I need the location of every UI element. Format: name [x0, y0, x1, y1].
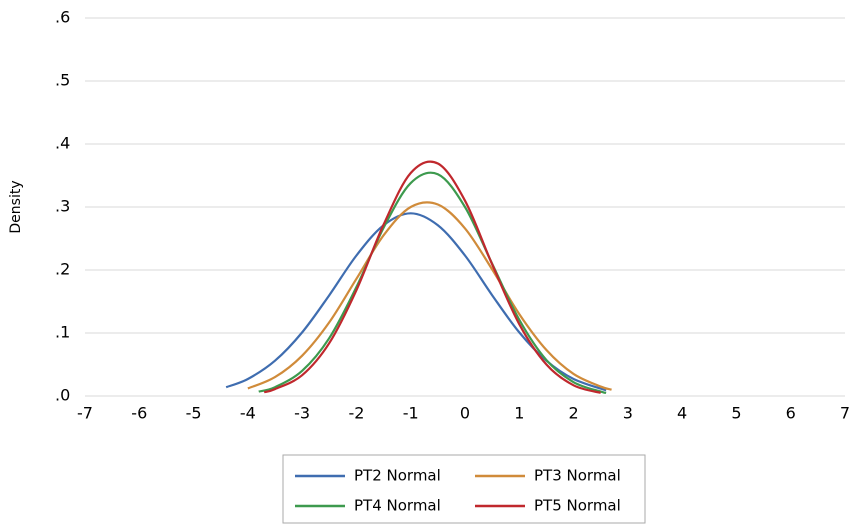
legend-box	[282, 454, 646, 524]
x-tick-label: -6	[131, 404, 147, 423]
x-tick-label: -1	[403, 404, 419, 423]
y-tick-label: .2	[55, 260, 70, 279]
y-tick-label: .5	[55, 71, 70, 90]
line-series	[263, 160, 602, 394]
x-tick-label: -7	[77, 404, 93, 423]
x-tick-label: 6	[786, 404, 796, 423]
y-tick-label: .3	[55, 197, 70, 216]
x-tick-label: 5	[731, 404, 741, 423]
x-tick-label: 7	[840, 404, 850, 423]
x-tick-label: 1	[514, 404, 524, 423]
x-tick-label: 4	[677, 404, 687, 423]
x-tick-label: 0	[460, 404, 470, 423]
legend-label: PT3 Normal	[534, 467, 621, 485]
x-tick-label: -2	[348, 404, 364, 423]
x-tick-label: -3	[294, 404, 310, 423]
y-tick-label: .6	[55, 8, 70, 27]
y-tick-label: .1	[55, 323, 70, 342]
x-tick-label: -5	[186, 404, 202, 423]
y-tick-label: .4	[55, 134, 70, 153]
x-tick-label: -4	[240, 404, 256, 423]
legend-label: PT5 Normal	[534, 497, 621, 515]
line-series	[258, 171, 607, 394]
line-series	[247, 201, 612, 391]
y-tick-label: .0	[55, 386, 70, 405]
legend-label: PT4 Normal	[354, 497, 441, 515]
x-tick-label: 2	[568, 404, 578, 423]
legend-label: PT2 Normal	[354, 467, 441, 485]
x-tick-label: 3	[623, 404, 633, 423]
y-axis-title: Density	[8, 180, 24, 233]
